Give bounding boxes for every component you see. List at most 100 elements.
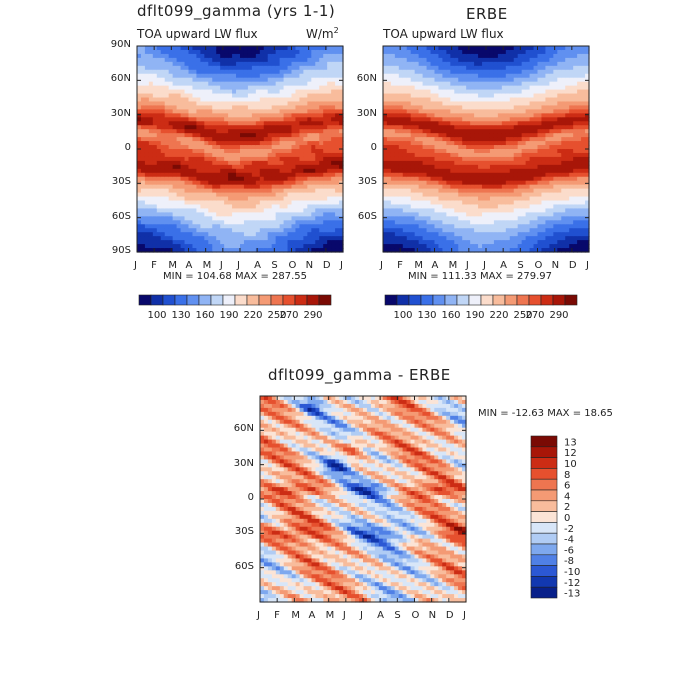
heatmap-cell — [287, 180, 293, 186]
heatmap-cell — [144, 61, 150, 67]
heatmap-cell — [212, 176, 217, 182]
heatmap-cell — [259, 61, 265, 67]
heatmap-cell — [315, 81, 320, 87]
heatmap-cell — [541, 101, 547, 107]
heatmap-cell — [240, 141, 245, 146]
heatmap-cell — [220, 172, 225, 178]
heatmap-cell — [454, 105, 459, 110]
heatmap-cell — [192, 168, 198, 174]
heatmap-cell — [486, 149, 491, 154]
heatmap-cell — [450, 224, 455, 229]
heatmap-cell — [482, 176, 487, 182]
heatmap-cell — [172, 109, 178, 114]
heatmap-cell — [303, 125, 308, 130]
heatmap-cell — [327, 57, 332, 63]
heatmap-cell — [228, 244, 233, 249]
heatmap-cell — [228, 69, 233, 75]
heatmap-cell — [339, 69, 344, 75]
heatmap-cell — [164, 61, 170, 67]
heatmap-cell — [287, 176, 293, 182]
heatmap-cell — [140, 168, 146, 174]
heatmap-cell — [263, 204, 269, 210]
heatmap-cell — [311, 192, 316, 198]
heatmap-cell — [303, 192, 308, 198]
heatmap-cell — [442, 248, 447, 253]
colorbar-label: 290 — [303, 310, 322, 321]
heatmap-cell — [541, 160, 547, 166]
heatmap-cell — [390, 109, 396, 114]
heatmap-cell — [180, 236, 186, 241]
heatmap-cell — [529, 85, 535, 91]
heatmap-cell — [196, 172, 201, 178]
heatmap-cell — [315, 85, 320, 91]
heatmap-cell — [259, 101, 265, 107]
heatmap-cell — [180, 141, 186, 146]
heatmap-cell — [529, 196, 535, 202]
heatmap-cell — [240, 61, 245, 67]
heatmap-cell — [236, 93, 241, 99]
heatmap-cell — [267, 156, 273, 162]
heatmap-cell — [251, 224, 257, 229]
heatmap-cell — [529, 125, 535, 130]
heatmap-cell — [513, 220, 519, 225]
heatmap-cell — [434, 101, 440, 107]
heatmap-cell — [386, 180, 392, 186]
heatmap-cell — [263, 105, 269, 110]
heatmap-cell — [295, 57, 301, 63]
heatmap-cell — [160, 180, 166, 186]
heatmap-cell — [414, 85, 420, 91]
heatmap-cell — [466, 145, 471, 150]
heatmap-cell — [454, 61, 459, 67]
heatmap-cell — [450, 176, 455, 182]
heatmap-cell — [529, 77, 535, 83]
heatmap-cell — [339, 57, 344, 63]
heatmap-cell — [236, 49, 241, 55]
heatmap-cell — [462, 46, 467, 51]
heatmap-cell — [331, 228, 336, 233]
heatmap-cell — [486, 73, 491, 79]
heatmap-cell — [156, 145, 162, 150]
heatmap-cell — [501, 244, 507, 249]
heatmap-cell — [236, 172, 241, 178]
heatmap-cell — [236, 77, 241, 83]
heatmap-cell — [180, 69, 186, 75]
heatmap-cell — [200, 152, 205, 158]
heatmap-cell — [410, 244, 416, 249]
heatmap-cell — [398, 141, 404, 146]
heatmap-cell — [240, 85, 245, 91]
heatmap-cell — [466, 65, 471, 71]
heatmap-cell — [327, 200, 332, 206]
heatmap-cell — [466, 121, 471, 126]
heatmap-cell — [204, 61, 209, 67]
heatmap-cell — [493, 192, 499, 198]
heatmap-cell — [196, 240, 201, 245]
heatmap-cell — [196, 192, 201, 198]
heatmap-cell — [275, 216, 281, 221]
heatmap-cell — [259, 53, 265, 59]
heatmap-cell — [406, 113, 412, 118]
heatmap-cell — [236, 65, 241, 71]
heatmap-cell — [243, 46, 249, 51]
heatmap-cell — [442, 77, 447, 83]
heatmap-cell — [386, 248, 392, 253]
heatmap-cell — [232, 145, 237, 150]
heatmap-cell — [339, 73, 344, 79]
heatmap-cell — [255, 77, 261, 83]
heatmap-cell — [430, 200, 436, 206]
heatmap-cell — [168, 49, 174, 55]
heatmap-cell — [497, 164, 503, 170]
heatmap-cell — [192, 200, 198, 206]
heatmap-cell — [430, 113, 436, 118]
heatmap-cell — [383, 81, 388, 87]
heatmap-cell — [164, 101, 170, 107]
colorbar-swatch — [294, 294, 308, 306]
heatmap-cell — [497, 101, 503, 107]
heatmap-cell — [327, 192, 332, 198]
heatmap-cell — [339, 81, 344, 87]
heatmap-cell — [319, 93, 324, 99]
heatmap-cell — [228, 176, 233, 182]
heatmap-cell — [283, 216, 289, 221]
heatmap-cell — [402, 160, 408, 166]
heatmap-cell — [335, 192, 340, 198]
heatmap-cell — [446, 236, 451, 241]
